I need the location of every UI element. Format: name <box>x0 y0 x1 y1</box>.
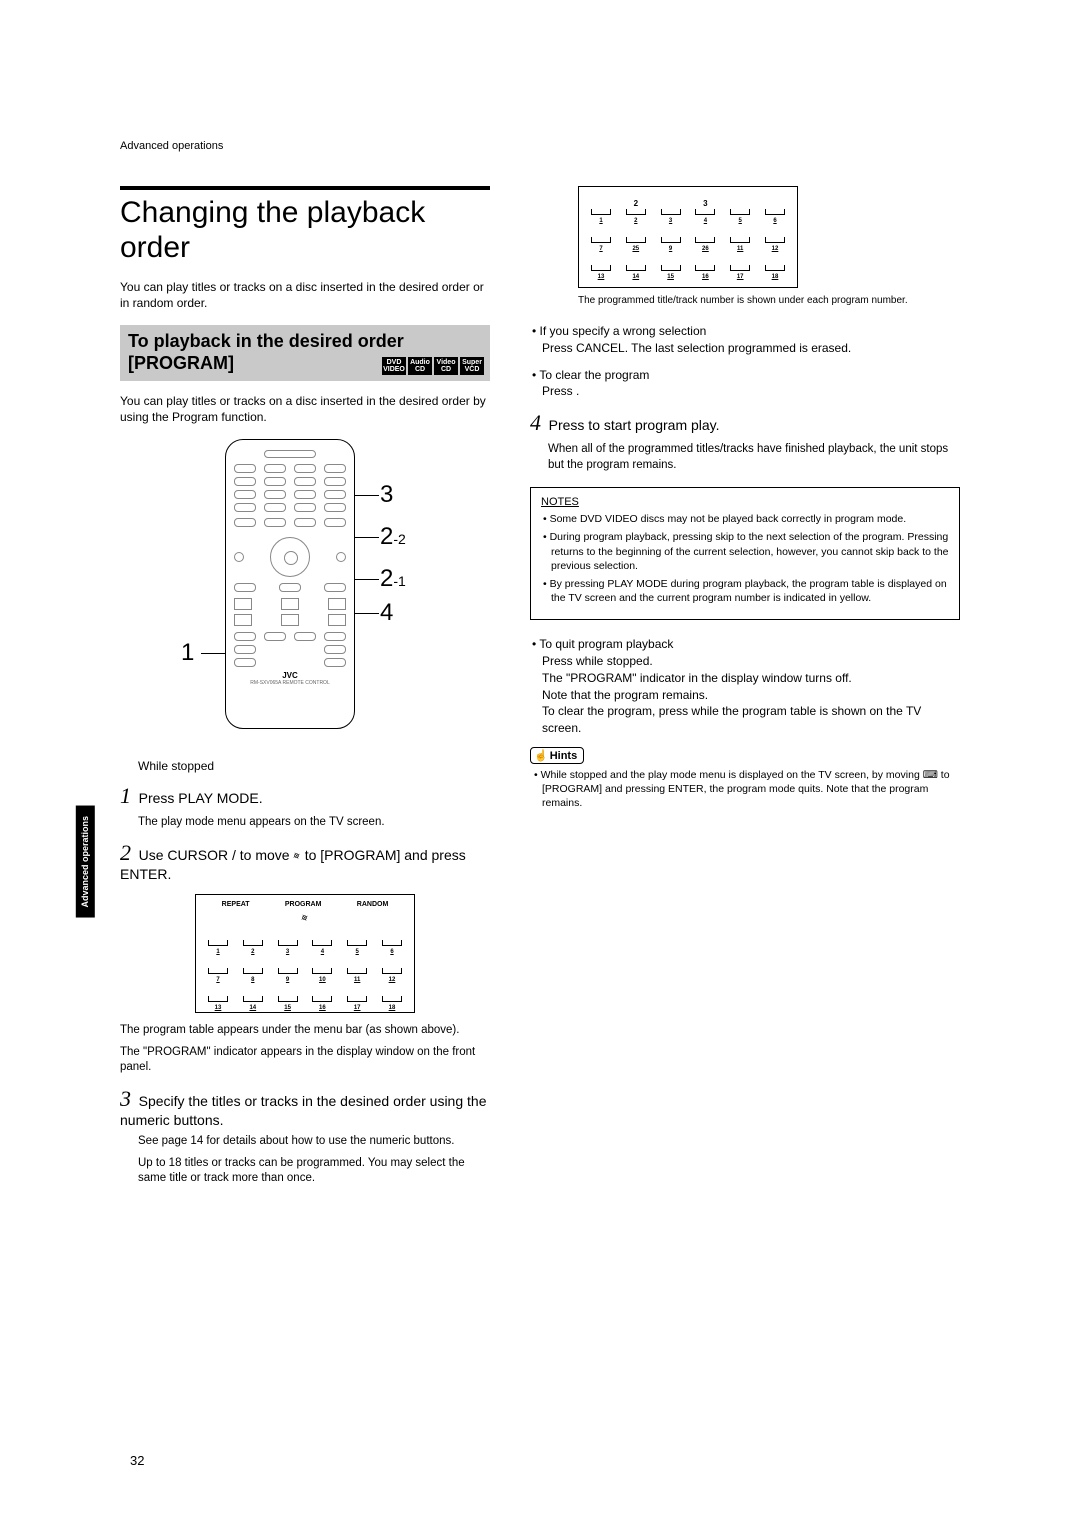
audio-cd-icon: Audio CD <box>408 357 432 375</box>
step-1-title: Press PLAY MODE. <box>139 790 263 806</box>
step-3: 3 Specify the titles or tracks in the de… <box>120 1086 490 1128</box>
step-3-body-1: See page 14 for details about how to use… <box>138 1134 490 1150</box>
intro-text: You can play titles or tracks on a disc … <box>120 279 490 311</box>
notes-title: NOTES <box>541 496 949 508</box>
hints-badge: Hints <box>530 747 584 764</box>
remote-model: RM-SXV065A REMOTE CONTROL <box>234 680 346 686</box>
callout-1: 1 <box>181 639 194 667</box>
step-3-title: Specify the titles or tracks in the desi… <box>120 1093 486 1128</box>
section-intro: You can play titles or tracks on a disc … <box>120 393 490 425</box>
title-rule <box>120 186 490 190</box>
page-number: 32 <box>130 1453 144 1468</box>
step-1-num: 1 <box>120 783 131 808</box>
step-1: 1 Press PLAY MODE. <box>120 783 490 809</box>
callout-2-1: 2-1 <box>380 565 406 593</box>
wrong-selection-block: • If you specify a wrong selection Press… <box>530 323 960 357</box>
callout-2-2: 2-2 <box>380 523 406 551</box>
tab-repeat: REPEAT <box>222 901 250 908</box>
remote-figure: JVC RM-SXV065A REMOTE CONTROL 1 3 2-2 2-… <box>175 439 435 739</box>
step-3-num: 3 <box>120 1086 131 1111</box>
super-vcd-icon: Super VCD <box>460 357 484 375</box>
slot-row-3: 13 14 15 16 17 18 <box>204 988 406 1002</box>
notes-box: NOTES Some DVD VIDEO discs may not be pl… <box>530 487 960 620</box>
section-heading: To playback in the desired order [PROGRA… <box>120 325 490 380</box>
step-4-body: When all of the programmed titles/tracks… <box>548 442 960 473</box>
video-cd-icon: Video CD <box>434 357 458 375</box>
page-title: Changing the playback order <box>120 196 490 265</box>
dvd-video-icon: DVD VIDEO <box>382 357 406 375</box>
hints-block: Hints While stopped and the play mode me… <box>530 747 960 811</box>
callout-3: 3 <box>380 481 393 509</box>
hints-text: While stopped and the play mode menu is … <box>542 768 960 811</box>
tv-screen-figure: 1 22 3 34 5 6 7 25 9 26 11 12 13 14 15 1… <box>578 186 798 288</box>
note-1: Some DVD VIDEO discs may not be played b… <box>551 512 949 526</box>
step-3-body-2: Up to 18 titles or tracks can be program… <box>138 1156 490 1187</box>
section-line1: To playback in the desired order <box>128 331 482 353</box>
step-4-num: 4 <box>530 410 541 435</box>
note-3: By pressing PLAY MODE during program pla… <box>551 577 949 605</box>
step-4: 4 Press to start program play. <box>530 410 960 436</box>
step-2-num: 2 <box>120 840 131 865</box>
step-2: 2 Use CURSOR / to move ⌖ to [PROGRAM] an… <box>120 840 490 882</box>
cursor-icon: ⌖ <box>298 910 312 928</box>
remote-outline: JVC RM-SXV065A REMOTE CONTROL <box>225 439 355 729</box>
remote-brand: JVC <box>234 671 346 680</box>
media-icons: DVD VIDEO Audio CD Video CD Super VCD <box>382 357 484 375</box>
side-tab: Advanced operations <box>76 806 95 918</box>
step-1-body: The play mode menu appears on the TV scr… <box>138 815 490 831</box>
step-2-body-1: The program table appears under the menu… <box>120 1023 490 1039</box>
step-2-body-2: The "PROGRAM" indicator appears in the d… <box>120 1045 490 1076</box>
tv-caption: The programmed title/track number is sho… <box>578 294 960 307</box>
program-menu-figure: REPEAT PROGRAM RANDOM ⌖ 1 2 3 4 5 6 7 8 … <box>195 894 415 1013</box>
slot-row-1: 1 2 3 4 5 6 <box>204 932 406 946</box>
left-column: Changing the playback order You can play… <box>120 186 490 1193</box>
step-4-title: Press to start program play. <box>549 417 720 433</box>
tab-random: RANDOM <box>357 901 389 908</box>
quit-block: • To quit program playback Press while s… <box>530 636 960 737</box>
right-column: 1 22 3 34 5 6 7 25 9 26 11 12 13 14 15 1… <box>530 186 960 1193</box>
clear-program-block: • To clear the program Press . <box>530 367 960 401</box>
step-2-title: Use CURSOR / to move ⌖ to [PROGRAM] and … <box>120 847 466 882</box>
note-2: During program playback, pressing skip t… <box>551 530 949 573</box>
while-stopped: While stopped <box>138 759 490 773</box>
callout-4: 4 <box>380 599 393 627</box>
slot-row-2: 7 8 9 10 11 12 <box>204 960 406 974</box>
running-header: Advanced operations <box>120 140 960 152</box>
tab-program: PROGRAM <box>285 901 322 908</box>
